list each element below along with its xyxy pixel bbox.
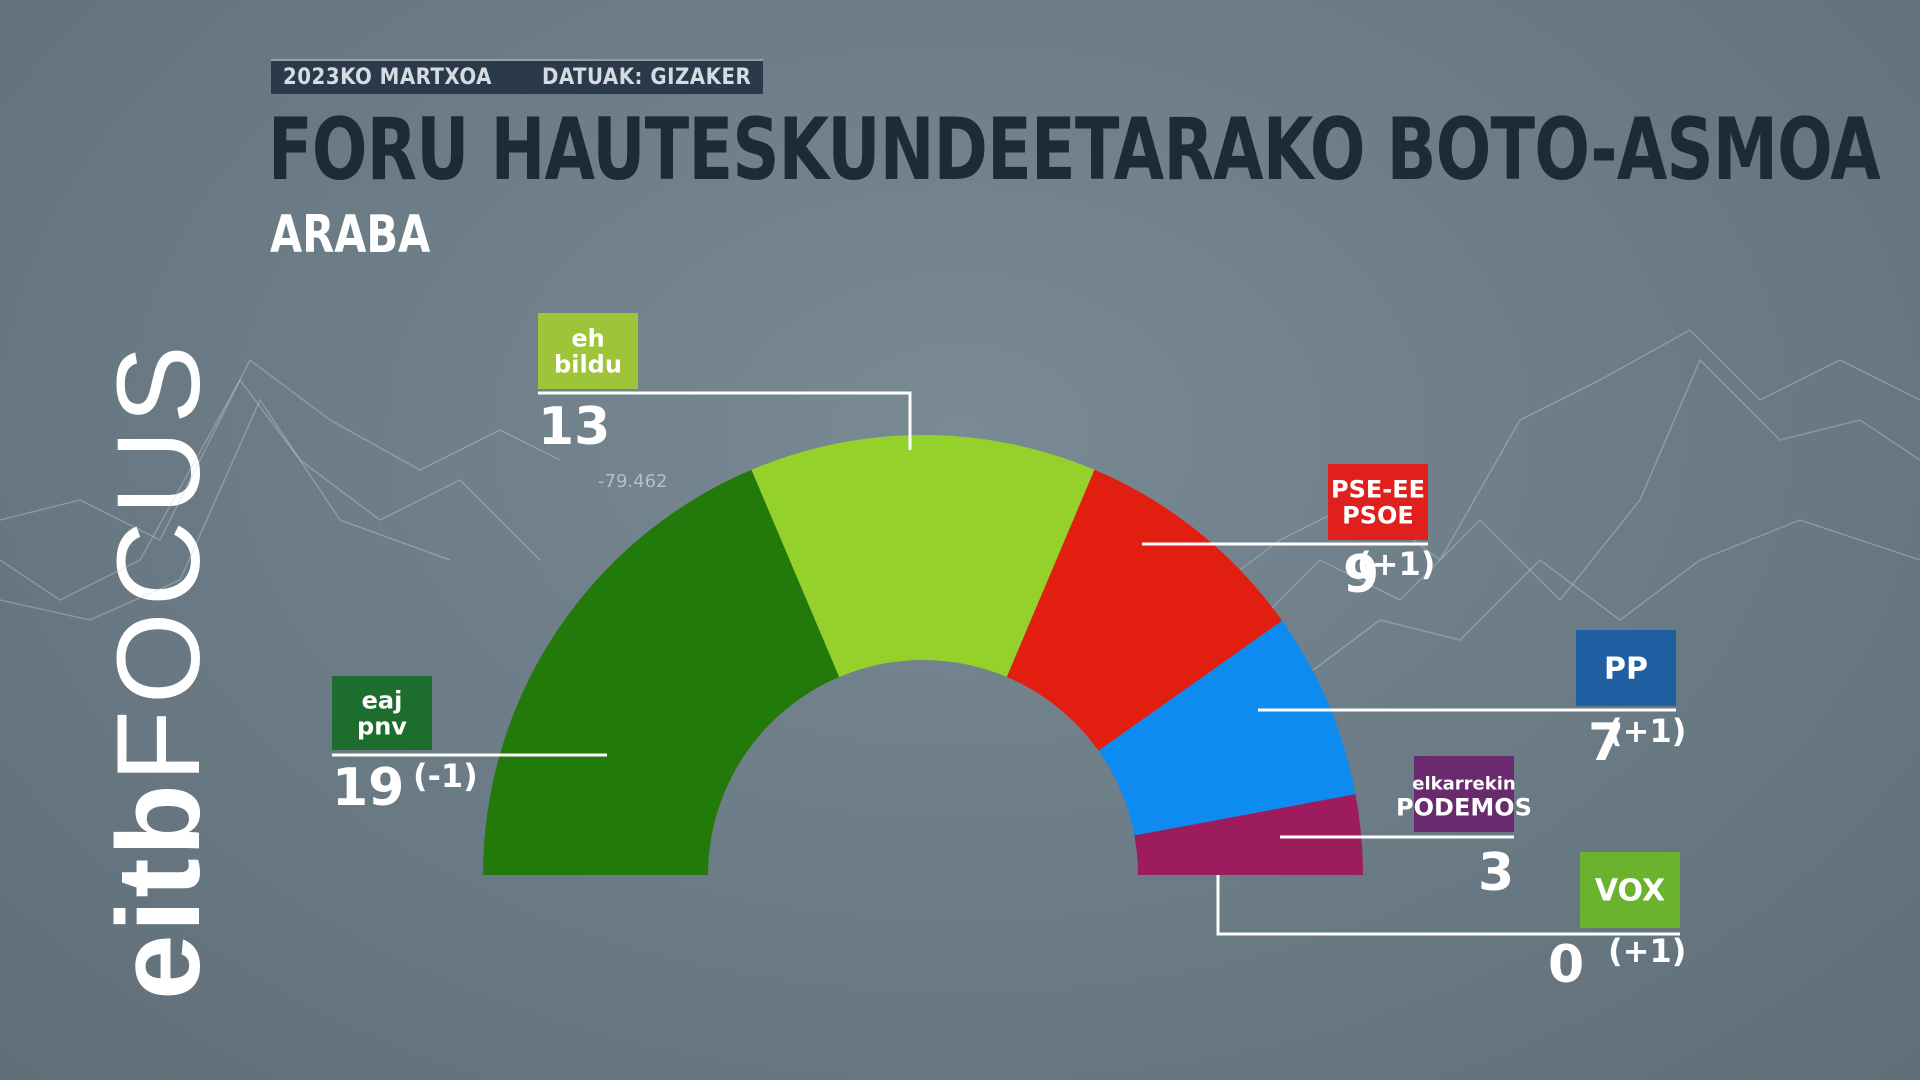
segment-eaj-pnv xyxy=(483,469,840,875)
seat-count-eh-bildu: 13 xyxy=(538,397,610,457)
pse-ee-psoe-logo-box xyxy=(1328,464,1428,540)
segment-elkarrekin-podemos xyxy=(1134,794,1363,875)
eh-bildu-logo-text: bildu xyxy=(554,350,622,378)
pse-ee-psoe-logo-text: PSOE xyxy=(1342,501,1414,529)
eh-bildu-logo-text: eh xyxy=(571,324,604,352)
seat-count-eaj-pnv: 19 xyxy=(332,758,404,818)
seat-count-elkarrekin-podemos: 3 xyxy=(1478,843,1514,903)
eaj-pnv-logo-text: pnv xyxy=(357,712,407,740)
seat-change-vox: (+1) xyxy=(1608,932,1686,970)
hemicycle-segments xyxy=(483,434,1363,875)
seat-change-pse-ee-psoe: (+1) xyxy=(1357,545,1435,583)
pp-logo: PP xyxy=(1576,630,1676,706)
eh-bildu-logo-box xyxy=(538,313,638,389)
vox-logo: VOX xyxy=(1580,852,1680,928)
background-value-label: -79.462 xyxy=(598,471,667,492)
chart-title: FORU HAUTESKUNDEETARAKO BOTO-ASMOA xyxy=(268,100,1881,200)
eaj-pnv-logo-text: eaj xyxy=(362,686,403,714)
segment-pp xyxy=(1098,620,1356,836)
background-mountains xyxy=(0,329,1920,681)
date-label: 2023KO MARTXOA xyxy=(283,65,492,90)
source-label: DATUAK: GIZAKER xyxy=(541,65,752,90)
elkarrekin-podemos-logo-box xyxy=(1414,756,1514,832)
elkarrekin-podemos-logo-text: PODEMOS xyxy=(1396,793,1532,821)
region-subtitle: ARABA xyxy=(270,205,431,265)
pse-ee-psoe-logo-text: PSE-EE xyxy=(1331,475,1425,503)
leader-lines xyxy=(332,391,1680,936)
pp-logo-text: PP xyxy=(1604,652,1648,687)
header-tag-bar: 2023KO MARTXOA DATUAK: GIZAKER xyxy=(271,59,764,94)
eaj-pnv-logo-box xyxy=(332,676,432,750)
segment-pse-ee-psoe xyxy=(1006,469,1283,751)
seat-change-eaj-pnv: (-1) xyxy=(413,757,478,795)
pp-logo-box xyxy=(1576,630,1676,706)
vox-logo-text: VOX xyxy=(1595,874,1665,909)
segment-eh-bildu xyxy=(751,434,1095,678)
leader-eh-bildu xyxy=(538,391,912,450)
seat-count-vox: 0 xyxy=(1548,935,1584,995)
elkarrekin-podemos-logo-text: elkarrekin xyxy=(1412,773,1515,794)
seat-count-pse-ee-psoe: 9 xyxy=(1343,545,1379,605)
seat-change-pp: (+1) xyxy=(1608,712,1686,750)
leader-vox xyxy=(1216,875,1680,936)
seat-count-pp: 7 xyxy=(1588,713,1624,773)
vox-logo-box xyxy=(1580,852,1680,928)
